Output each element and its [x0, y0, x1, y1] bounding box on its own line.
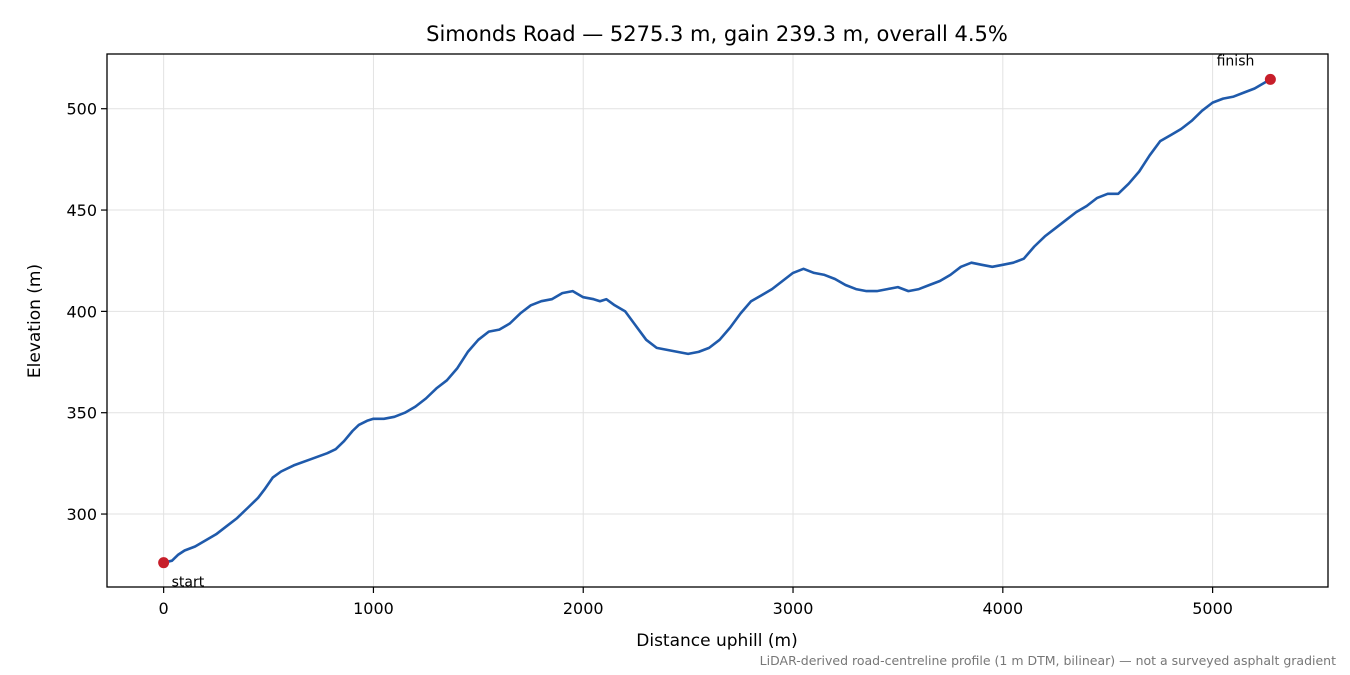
markers: start finish — [158, 53, 1276, 591]
chart-title: Simonds Road — 5275.3 m, gain 239.3 m, o… — [426, 22, 1008, 46]
x-tick-label: 5000 — [1192, 599, 1233, 618]
finish-marker — [1264, 73, 1276, 85]
x-tick-label: 1000 — [353, 599, 394, 618]
y-tick-label: 300 — [66, 505, 97, 524]
x-tick-label: 2000 — [563, 599, 604, 618]
y-tick-label: 400 — [66, 302, 97, 321]
x-tick-label: 0 — [159, 599, 169, 618]
y-tick-label: 450 — [66, 201, 97, 220]
x-axis-label: Distance uphill (m) — [636, 631, 797, 651]
data-source-caption: LiDAR-derived road-centreline profile (1… — [760, 653, 1336, 668]
axis-ticks: 0 1000 2000 3000 4000 5000 300 350 400 450 500 — [66, 100, 1233, 618]
y-tick-label: 350 — [66, 404, 97, 423]
y-axis-label: Elevation (m) — [25, 264, 45, 378]
grid — [107, 54, 1328, 587]
start-label: start — [172, 575, 205, 591]
y-tick-label: 500 — [66, 100, 97, 119]
x-tick-label: 3000 — [773, 599, 814, 618]
x-tick-label: 4000 — [982, 599, 1023, 618]
elevation-profile-line — [162, 78, 1272, 564]
start-marker — [158, 557, 170, 569]
plot-frame — [106, 53, 1329, 588]
finish-label: finish — [1217, 53, 1255, 69]
